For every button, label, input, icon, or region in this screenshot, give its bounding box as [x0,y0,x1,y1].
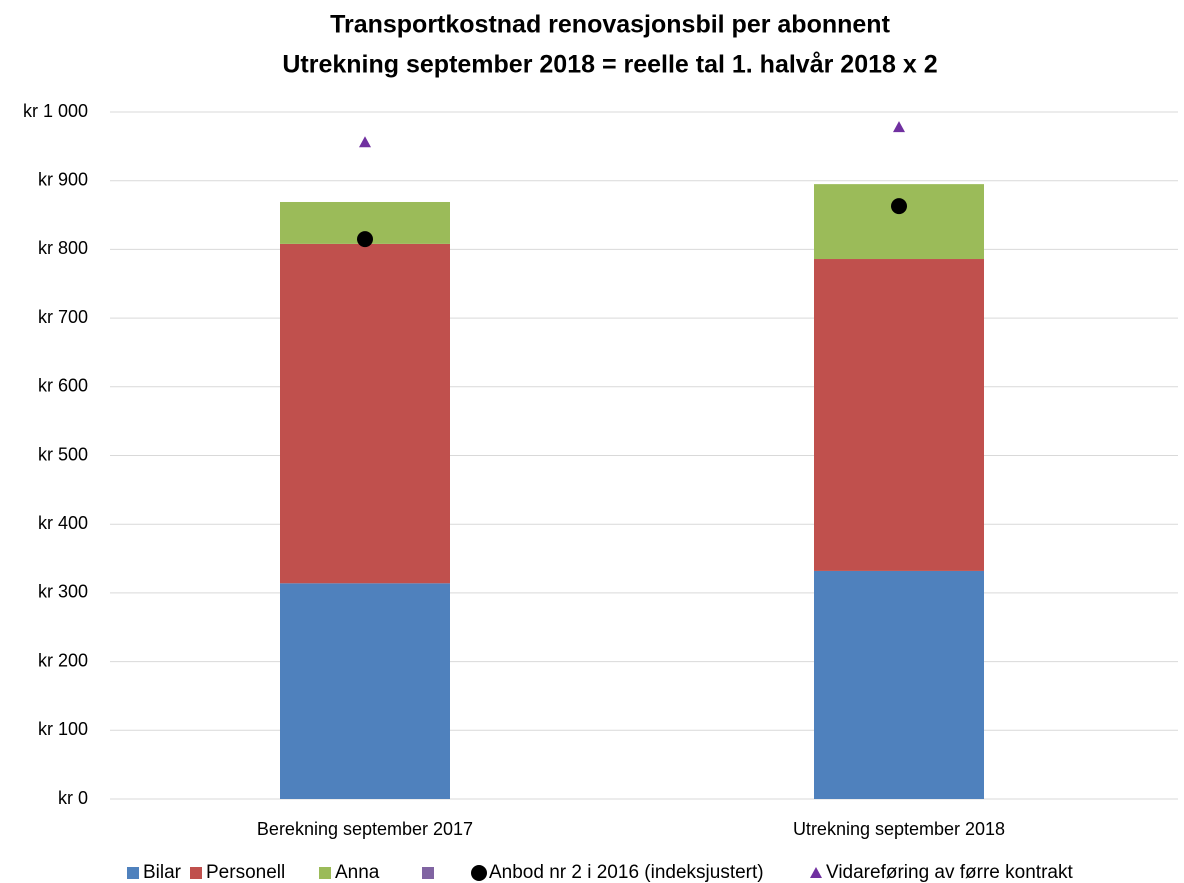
y-tick-label: kr 100 [38,719,88,739]
legend-swatch [190,867,202,879]
legend-swatch [127,867,139,879]
y-tick-label: kr 500 [38,444,88,464]
y-tick-label: kr 700 [38,307,88,327]
legend-swatch [810,867,822,878]
legend-swatch [471,865,487,881]
bar-segment [280,583,450,799]
bar-segment [814,570,984,799]
y-tick-label: kr 400 [38,513,88,533]
scatter-point [359,136,371,148]
legend-label: Anna [335,862,380,883]
y-tick-label: kr 0 [58,788,88,808]
bar-segment [814,259,984,571]
x-tick-label: Utrekning september 2018 [793,819,1005,839]
scatter-point [357,231,373,248]
legend-label: Bilar [143,862,182,883]
scatter-point [891,198,907,215]
y-tick-label: kr 300 [38,582,88,602]
y-tick-label: kr 900 [38,169,88,189]
legend-label: Vidareføring av førre kontrakt [826,862,1073,883]
y-tick-label: kr 1 000 [23,101,88,121]
legend-label: Anbod nr 2 i 2016 (indeksjustert) [489,862,764,883]
x-tick-label: Berekning september 2017 [257,819,473,839]
chart-subtitle: Utrekning september 2018 = reelle tal 1.… [282,51,937,79]
y-tick-label: kr 600 [38,376,88,396]
bar-segment [814,184,984,260]
y-tick-label: kr 800 [38,238,88,258]
legend-swatch [422,867,434,879]
bar-segment [280,243,450,584]
y-tick-label: kr 200 [38,650,88,670]
legend-swatch [319,867,331,879]
scatter-point [893,121,905,133]
legend-label: Personell [206,862,285,883]
chart-title: Transportkostnad renovasjonsbil per abon… [330,11,890,39]
